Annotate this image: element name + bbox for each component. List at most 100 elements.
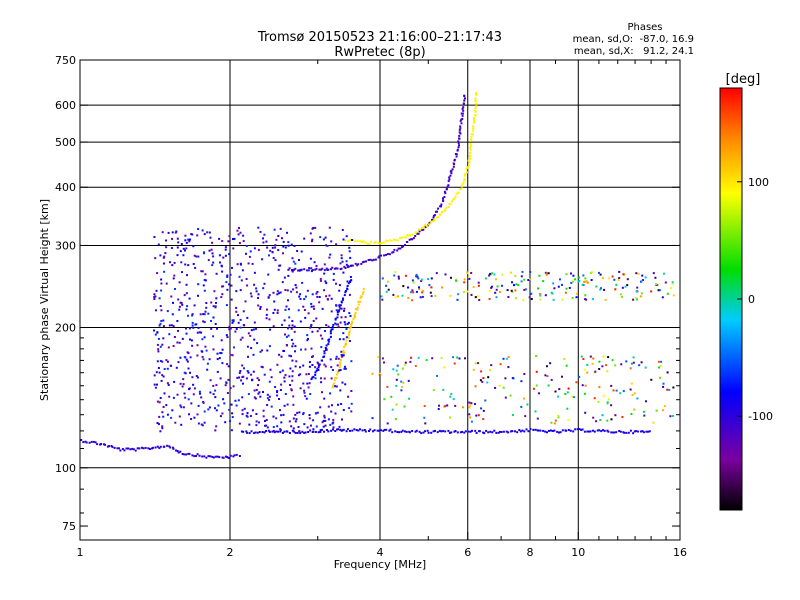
cloud-point — [325, 324, 328, 327]
cloud-point — [282, 349, 285, 352]
cloud-point — [231, 266, 233, 269]
noise-point — [528, 296, 531, 299]
data-point — [176, 450, 179, 452]
noise-point — [592, 416, 595, 419]
data-point — [550, 429, 552, 432]
y-tick-label: 200 — [55, 322, 76, 335]
data-point — [121, 448, 124, 450]
y-tick-label: 750 — [55, 54, 76, 67]
cloud-point — [268, 345, 271, 348]
cloud-point — [175, 230, 178, 233]
cloud-point — [262, 287, 265, 290]
chart-title-line1: Tromsø 20150523 21:16:00–21:17:43 — [257, 30, 503, 45]
cloud-point — [156, 343, 159, 346]
cloud-point — [226, 336, 229, 339]
cloud-point — [316, 330, 319, 333]
noise-point — [632, 361, 635, 364]
data-point — [106, 445, 109, 448]
cloud-point — [275, 238, 278, 241]
x-tick-label: 8 — [527, 546, 534, 559]
noise-point — [449, 294, 452, 297]
data-point — [402, 236, 405, 239]
cloud-point — [338, 289, 341, 292]
cloud-point — [306, 339, 309, 342]
data-point — [404, 244, 406, 246]
noise-point — [424, 422, 427, 425]
cloud-point — [276, 390, 279, 392]
cloud-point — [308, 365, 311, 368]
cloud-point — [302, 382, 305, 385]
data-point — [523, 430, 526, 433]
data-point — [335, 267, 338, 270]
cloud-point — [160, 289, 163, 292]
data-point — [440, 203, 443, 206]
x-tick-label: 4 — [377, 546, 384, 559]
cloud-point — [262, 237, 264, 240]
data-point — [469, 143, 472, 145]
cloud-point — [323, 272, 326, 275]
cloud-point — [334, 385, 337, 388]
noise-point — [430, 286, 433, 289]
data-point — [301, 430, 304, 433]
noise-point — [549, 362, 552, 365]
noise-point — [666, 388, 669, 391]
data-point — [474, 109, 477, 112]
data-point — [596, 429, 599, 432]
data-point — [108, 445, 110, 448]
cloud-point — [185, 241, 188, 244]
data-point — [364, 430, 367, 433]
cloud-point — [276, 363, 279, 366]
cloud-point — [176, 320, 179, 322]
data-point — [426, 429, 429, 432]
data-point — [94, 441, 97, 444]
data-point — [514, 430, 516, 433]
noise-point — [606, 370, 609, 373]
noise-point — [580, 355, 583, 358]
noise-point — [498, 291, 501, 293]
noise-point — [481, 380, 484, 383]
cloud-point — [216, 352, 219, 355]
noise-point — [660, 360, 663, 363]
data-point — [432, 430, 435, 433]
data-point — [168, 445, 171, 448]
data-point — [349, 276, 352, 278]
cloud-point — [191, 313, 194, 316]
noise-point — [420, 278, 423, 281]
noise-point — [428, 284, 431, 287]
data-point — [433, 219, 436, 222]
data-point — [578, 428, 581, 430]
data-point — [359, 296, 362, 299]
cloud-point — [207, 259, 210, 262]
y-tick-label: 600 — [55, 99, 76, 112]
noise-point — [401, 294, 404, 297]
cloud-point — [225, 304, 228, 307]
cloud-point — [272, 429, 275, 432]
cloud-point — [262, 241, 265, 244]
data-point — [254, 431, 257, 434]
noise-point — [397, 277, 400, 280]
data-point — [345, 339, 348, 342]
cloud-point — [350, 410, 353, 413]
cloud-point — [229, 273, 232, 276]
cloud-point — [197, 294, 199, 297]
cloud-point — [204, 279, 207, 282]
noise-point — [403, 405, 406, 408]
cloud-point — [197, 255, 200, 258]
data-point — [464, 173, 467, 175]
noise-point — [378, 374, 381, 376]
data-point — [323, 269, 326, 272]
cloud-point — [257, 297, 259, 299]
noise-point — [438, 404, 440, 407]
data-point — [275, 430, 278, 433]
data-point — [315, 267, 318, 270]
cloud-point — [279, 264, 282, 267]
data-point — [216, 455, 219, 458]
data-point — [248, 432, 251, 435]
data-point — [297, 269, 300, 272]
data-point — [288, 267, 291, 270]
noise-point — [407, 296, 410, 299]
cloud-point — [160, 320, 163, 322]
data-point — [138, 447, 141, 450]
cloud-point — [309, 257, 312, 260]
data-point — [589, 430, 592, 433]
